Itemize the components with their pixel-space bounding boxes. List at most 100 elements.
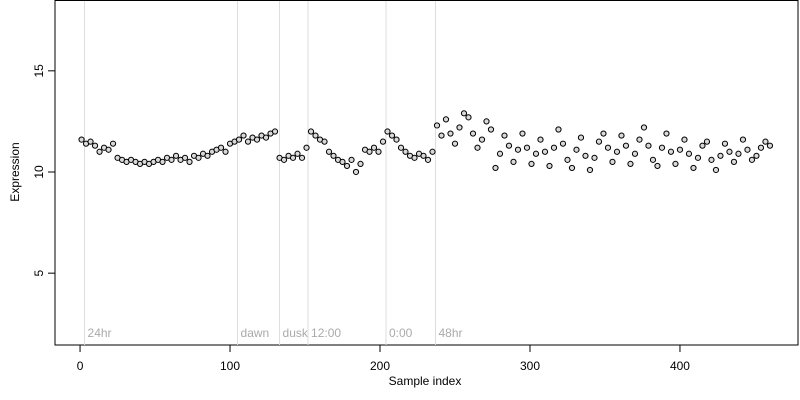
point <box>78 136 85 143</box>
point <box>735 150 742 157</box>
point <box>195 154 202 161</box>
point <box>514 146 522 153</box>
point <box>577 134 585 141</box>
point <box>478 136 486 143</box>
point <box>663 130 670 137</box>
point <box>591 154 598 161</box>
point <box>465 114 472 121</box>
marker-label: dawn <box>241 326 270 340</box>
point <box>492 164 499 172</box>
point <box>330 152 337 159</box>
point <box>469 130 477 137</box>
point <box>312 132 319 139</box>
point <box>496 150 504 157</box>
point <box>420 152 427 159</box>
point <box>91 142 99 149</box>
point <box>744 146 751 153</box>
point <box>96 148 103 155</box>
point <box>636 136 643 143</box>
point <box>685 150 693 157</box>
point <box>343 162 351 170</box>
point <box>748 156 756 163</box>
point <box>366 148 373 155</box>
point <box>573 146 580 153</box>
point <box>181 154 189 161</box>
point <box>658 144 666 151</box>
point <box>555 126 562 133</box>
point <box>505 142 513 149</box>
point <box>438 132 445 139</box>
point <box>280 156 288 163</box>
x-tick-label: 400 <box>670 359 690 373</box>
point <box>609 158 616 165</box>
point <box>168 156 175 163</box>
point <box>631 150 639 157</box>
point <box>433 122 441 129</box>
point <box>501 132 508 139</box>
point <box>451 140 459 147</box>
point <box>483 118 490 125</box>
point <box>541 148 549 155</box>
point <box>456 124 463 131</box>
point <box>654 162 661 170</box>
point <box>703 138 711 145</box>
point <box>321 138 328 145</box>
point <box>726 148 733 155</box>
point <box>303 144 310 151</box>
y-tick-label: 10 <box>32 165 46 179</box>
point <box>667 148 675 155</box>
point <box>487 126 495 133</box>
point <box>645 142 652 149</box>
point <box>357 160 364 168</box>
point <box>708 156 715 163</box>
point <box>532 150 540 157</box>
point <box>339 158 346 165</box>
point <box>429 148 436 155</box>
point <box>397 144 405 151</box>
point <box>595 138 603 145</box>
point <box>402 148 409 155</box>
point <box>523 144 531 151</box>
point <box>618 132 625 139</box>
point <box>721 140 729 147</box>
point <box>717 152 724 159</box>
marker-label: dusk <box>283 326 309 340</box>
x-tick-label: 100 <box>220 359 240 373</box>
point <box>262 134 270 141</box>
point <box>712 166 720 174</box>
point <box>253 136 261 143</box>
point <box>217 144 225 151</box>
point <box>447 130 454 137</box>
point <box>627 160 634 168</box>
point <box>622 142 630 149</box>
y-tick-label: 5 <box>32 270 46 277</box>
point <box>235 136 243 143</box>
point <box>474 144 481 151</box>
point <box>240 132 247 139</box>
point <box>672 160 679 168</box>
point <box>694 154 702 161</box>
point <box>690 164 697 172</box>
point <box>204 152 211 159</box>
marker-label: 48hr <box>438 326 462 340</box>
x-tick-label: 200 <box>370 359 390 373</box>
point <box>186 158 193 165</box>
point <box>546 162 553 170</box>
point <box>699 142 706 149</box>
point <box>172 152 180 159</box>
point <box>564 156 571 163</box>
point <box>766 142 774 149</box>
point <box>537 136 544 143</box>
y-axis-label: Expression <box>8 142 22 201</box>
point <box>388 132 396 139</box>
point <box>307 128 315 135</box>
point <box>325 148 333 155</box>
x-axis-label: Sample index <box>389 374 462 388</box>
point <box>87 138 94 145</box>
point <box>244 138 252 145</box>
x-tick-label: 300 <box>520 359 540 373</box>
point <box>393 136 400 143</box>
x-tick-label: 0 <box>77 359 84 373</box>
point <box>604 144 612 151</box>
marker-label: 0:00 <box>389 326 413 340</box>
